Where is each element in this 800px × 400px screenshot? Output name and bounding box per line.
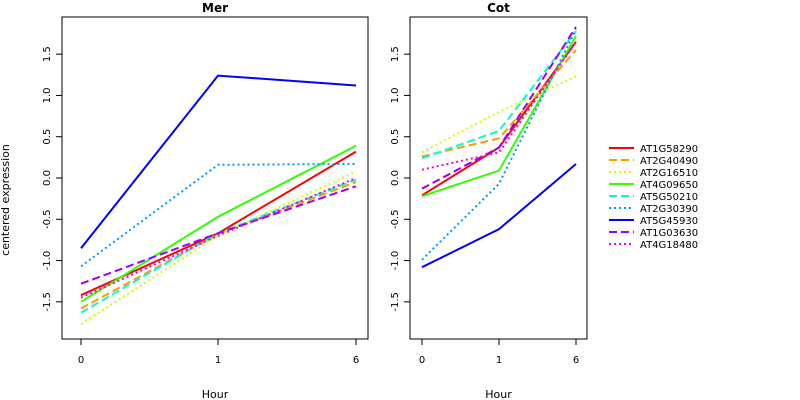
legend-label: AT5G45930 xyxy=(640,216,698,227)
legend-item: AT5G45930 xyxy=(609,216,698,227)
panel-frame xyxy=(61,16,369,340)
legend-label: AT4G09650 xyxy=(640,180,698,191)
x-axis-label: Hour xyxy=(485,388,512,400)
x-tick-label: 0 xyxy=(419,355,425,366)
series-line-at5g45930 xyxy=(80,74,357,249)
y-tick-label: -1.0 xyxy=(42,251,53,271)
legend-label: AT2G16510 xyxy=(640,168,698,179)
legend-label: AT2G30390 xyxy=(640,204,698,215)
series-line-at1g58290 xyxy=(80,150,357,297)
legend-item: AT1G03630 xyxy=(609,228,698,239)
y-tick-label: -0.5 xyxy=(390,210,401,230)
legend-item: AT2G40490 xyxy=(609,156,698,167)
y-tick-label: -1.0 xyxy=(390,251,401,271)
y-tick-label: 1.5 xyxy=(390,46,401,62)
legend-item: AT2G16510 xyxy=(609,168,698,179)
legend-label: AT1G58290 xyxy=(640,144,698,155)
y-axis-label: centered expression xyxy=(0,144,12,256)
x-tick-label: 1 xyxy=(496,355,502,366)
x-tick-label: 1 xyxy=(215,355,221,366)
series-line-at2g16510 xyxy=(421,75,577,154)
x-tick-label: 0 xyxy=(78,355,84,366)
legend-item: AT4G18480 xyxy=(609,240,698,251)
panels-group: Mer -1.5 -1.0 -0.5 0.0 0.5 1.0 1.5 0 1 6 Hour Cot -1.… xyxy=(42,1,588,400)
legend: AT1G58290AT2G40490AT2G16510AT4G09650AT5G… xyxy=(609,144,698,251)
panel-title: Cot xyxy=(487,1,510,15)
series-line-at5g50210 xyxy=(80,178,357,314)
series-line-at4g09650 xyxy=(421,35,577,198)
legend-item: AT4G09650 xyxy=(609,180,698,191)
y-tick-label: 0.0 xyxy=(42,170,53,186)
y-tick-label: 0.5 xyxy=(390,129,401,145)
series-line-at2g40490 xyxy=(80,181,357,310)
series-line-at4g18480 xyxy=(421,41,577,171)
legend-item: AT5G50210 xyxy=(609,192,698,203)
y-tick-label: 1.0 xyxy=(42,87,53,103)
series-line-at4g18480 xyxy=(80,177,357,299)
y-tick-label: -0.5 xyxy=(42,210,53,230)
panel-mer: Mer -1.5 -1.0 -0.5 0.0 0.5 1.0 1.5 0 1 6 Hour xyxy=(42,1,369,400)
legend-label: AT1G03630 xyxy=(640,228,698,239)
series-line-at1g03630 xyxy=(80,185,357,285)
y-tick-label: 1.0 xyxy=(390,87,401,103)
y-tick-label: -1.5 xyxy=(390,292,401,312)
series-line-at2g30390 xyxy=(421,28,577,261)
legend-label: AT4G18480 xyxy=(640,240,698,251)
legend-label: AT2G40490 xyxy=(640,156,698,167)
series-line-at4g09650 xyxy=(80,144,357,303)
y-tick-label: -1.5 xyxy=(42,292,53,312)
series-line-at1g03630 xyxy=(421,26,577,190)
x-tick-label: 6 xyxy=(573,355,579,366)
x-tick-label: 6 xyxy=(353,355,359,366)
panel-title: Mer xyxy=(202,1,228,15)
legend-item: AT1G58290 xyxy=(609,144,698,155)
series-line-at5g50210 xyxy=(421,30,577,160)
series-line-at2g30390 xyxy=(80,163,357,268)
panel-cot: Cot -1.5 -1.0 -0.5 0.0 0.5 1.0 1.5 0 1 6 Hour xyxy=(390,1,588,400)
legend-label: AT5G50210 xyxy=(640,192,698,203)
series-line-at5g45930 xyxy=(421,163,577,269)
x-axis-label: Hour xyxy=(202,388,229,400)
legend-item: AT2G30390 xyxy=(609,204,698,215)
y-tick-label: 0.0 xyxy=(390,170,401,186)
y-tick-label: 0.5 xyxy=(42,129,53,145)
y-tick-label: 1.5 xyxy=(42,46,53,62)
